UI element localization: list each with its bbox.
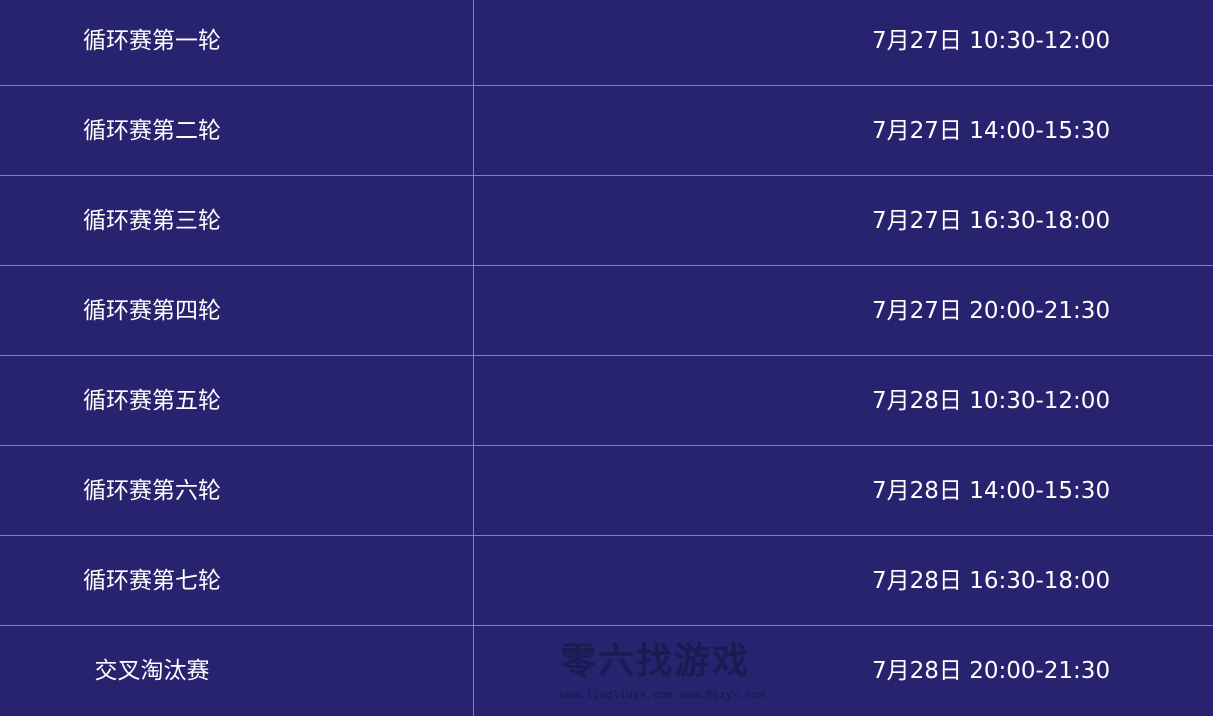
stage-cell: 循环赛第一轮 [83, 27, 221, 54]
table-row: 循环赛第三轮 7月27日 16:30-18:00 [0, 176, 1213, 266]
table-row: 循环赛第七轮 7月28日 16:30-18:00 [0, 536, 1213, 626]
stage-cell: 循环赛第三轮 [83, 207, 221, 234]
stage-cell: 交叉淘汰赛 [94, 658, 210, 684]
time-cell: 7月28日 14:00-15:30 [872, 477, 1111, 504]
table-row: 循环赛第二轮 7月27日 14:00-15:30 [0, 86, 1213, 176]
table-row: 循环赛第六轮 7月28日 14:00-15:30 [0, 446, 1213, 536]
time-cell: 7月27日 14:00-15:30 [872, 117, 1111, 144]
table-row: 交叉淘汰赛 7月28日 20:00-21:30 [0, 626, 1213, 716]
stage-cell: 循环赛第二轮 [83, 117, 221, 144]
time-cell: 7月28日 10:30-12:00 [872, 387, 1111, 414]
table-row: 循环赛第五轮 7月28日 10:30-12:00 [0, 356, 1213, 446]
time-cell: 7月27日 20:00-21:30 [872, 297, 1111, 324]
stage-cell: 循环赛第七轮 [83, 567, 221, 594]
table-row: 循环赛第一轮 7月27日 10:30-12:00 [0, 0, 1213, 86]
stage-cell: 循环赛第六轮 [83, 477, 221, 504]
time-cell: 7月28日 16:30-18:00 [872, 567, 1111, 594]
watermark-urls: www.lingliuyx.com www.06zyx.com [560, 688, 766, 701]
watermark-logo: 零六找游戏 [560, 641, 751, 682]
time-cell: 7月27日 16:30-18:00 [872, 207, 1111, 234]
stage-cell: 循环赛第四轮 [83, 297, 221, 324]
table-row: 循环赛第四轮 7月27日 20:00-21:30 [0, 266, 1213, 356]
stage-cell: 循环赛第五轮 [83, 387, 221, 414]
time-cell: 7月27日 10:30-12:00 [872, 27, 1111, 54]
time-cell: 7月28日 20:00-21:30 [872, 658, 1111, 684]
